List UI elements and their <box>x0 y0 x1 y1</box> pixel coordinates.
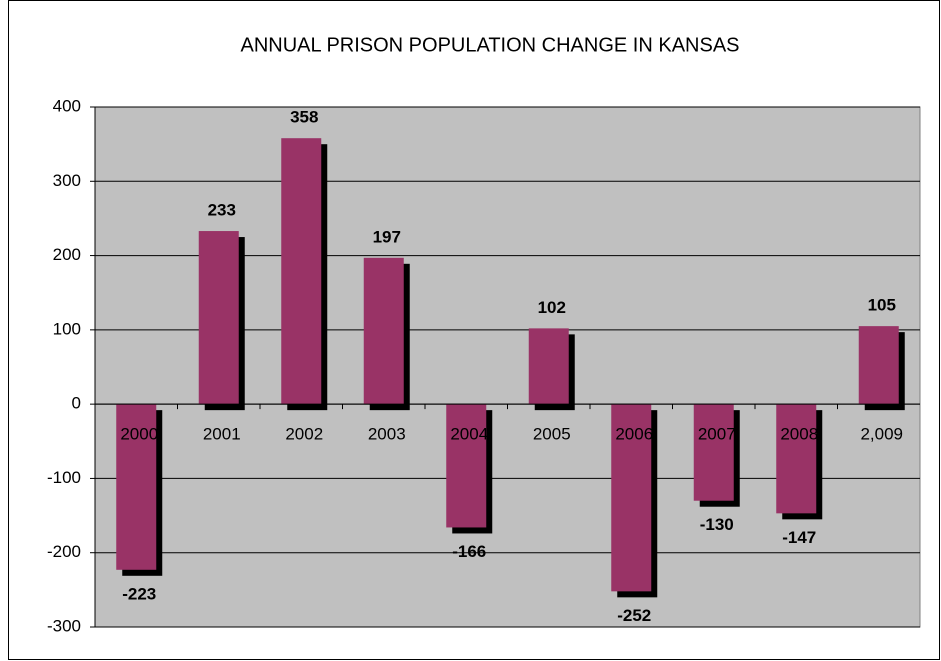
bar <box>363 257 404 405</box>
y-tick-label: 0 <box>72 394 81 413</box>
x-tick-label: 2005 <box>533 425 571 444</box>
x-tick-label: 2,009 <box>860 425 903 444</box>
y-tick-label: -300 <box>47 616 81 635</box>
bar <box>528 328 569 405</box>
bar <box>611 404 652 592</box>
bar <box>858 326 899 405</box>
y-tick-label: -100 <box>47 468 81 487</box>
x-tick-label: 2003 <box>368 425 406 444</box>
x-tick-label: 2007 <box>698 425 736 444</box>
bar <box>281 138 322 405</box>
value-label: 105 <box>868 296 896 315</box>
x-tick-label: 2000 <box>120 425 158 444</box>
x-tick-label: 2008 <box>780 425 818 444</box>
bar <box>446 404 487 528</box>
y-tick-label: 200 <box>53 245 81 264</box>
y-tick-label: 300 <box>53 171 81 190</box>
value-label: -223 <box>122 584 156 603</box>
bar <box>116 404 157 570</box>
bar <box>693 404 734 501</box>
bar <box>776 404 817 514</box>
bar <box>198 231 239 405</box>
value-label: -130 <box>700 515 734 534</box>
value-label: 358 <box>290 108 318 127</box>
x-tick-label: 2001 <box>203 425 241 444</box>
x-tick-label: 2002 <box>285 425 323 444</box>
value-label: -147 <box>782 528 816 547</box>
y-tick-label: 400 <box>53 96 81 115</box>
value-label: 233 <box>208 201 236 220</box>
x-tick-label: 2004 <box>450 425 488 444</box>
y-tick-label: 100 <box>53 319 81 338</box>
value-label: -252 <box>617 606 651 625</box>
x-tick-label: 2006 <box>615 425 653 444</box>
chart-title: ANNUAL PRISON POPULATION CHANGE IN KANSA… <box>241 34 740 56</box>
y-tick-label: -200 <box>47 542 81 561</box>
value-label: 197 <box>373 227 401 246</box>
value-label: 102 <box>538 298 566 317</box>
value-label: -166 <box>452 542 486 561</box>
